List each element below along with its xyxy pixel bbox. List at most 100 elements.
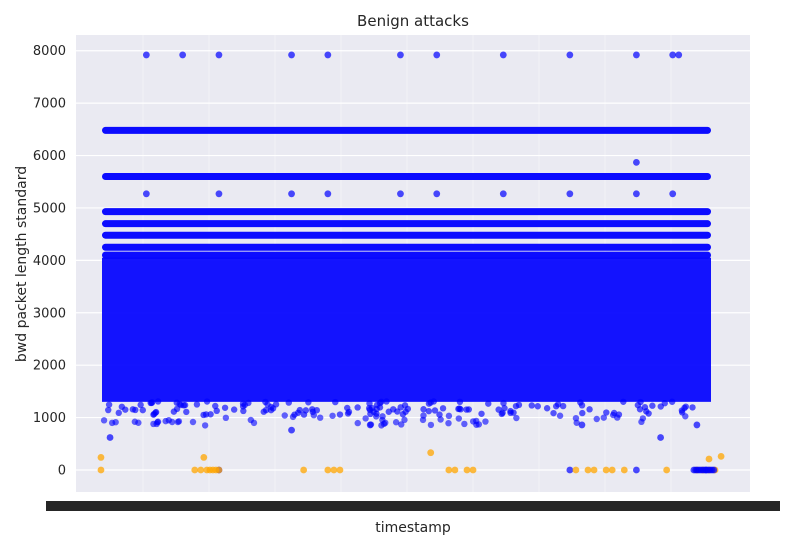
scatter-point	[222, 414, 230, 422]
scatter-point	[139, 406, 146, 414]
scatter-point	[115, 409, 122, 417]
scatter-point	[451, 466, 459, 474]
scatter-point	[586, 406, 593, 413]
scatter-point	[324, 190, 332, 198]
point-band	[102, 251, 711, 259]
scatter-point	[310, 411, 318, 419]
scatter-point	[657, 403, 664, 410]
scatter-point	[559, 402, 567, 410]
chart-title: Benign attacks	[357, 12, 469, 30]
scatter-point	[147, 399, 154, 407]
scatter-point	[288, 190, 295, 198]
point-band	[102, 173, 711, 181]
scatter-point	[445, 466, 453, 474]
scatter-point	[420, 406, 427, 413]
scatter-point	[300, 466, 308, 474]
scatter-point	[165, 417, 173, 424]
scatter-point	[262, 398, 269, 406]
scatter-point	[478, 410, 485, 417]
scatter-point	[289, 413, 297, 421]
scatter-point	[142, 51, 150, 59]
scatter-point	[682, 413, 689, 420]
scatter-point	[239, 403, 247, 410]
scatter-point	[485, 400, 492, 407]
scatter-point	[191, 466, 199, 474]
scatter-point	[633, 51, 640, 59]
scatter-point	[420, 412, 427, 419]
scatter-point	[620, 398, 627, 405]
scatter-point	[404, 405, 412, 413]
point-band	[102, 231, 711, 239]
scatter-points	[97, 51, 725, 474]
scatter-point	[240, 407, 247, 415]
scatter-point	[330, 466, 338, 474]
scatter-point	[401, 416, 408, 424]
dense-cloud	[102, 257, 711, 402]
scatter-point	[215, 190, 223, 198]
y-tick-label: 4000	[33, 254, 66, 269]
y-tick-label: 3000	[33, 306, 66, 321]
scatter-point	[675, 51, 683, 59]
point-band	[102, 126, 711, 134]
scatter-point	[590, 466, 598, 474]
scatter-point	[584, 466, 592, 474]
scatter-point	[336, 466, 344, 474]
scatter-point	[705, 455, 713, 463]
scatter-point	[639, 415, 647, 422]
scatter-point	[367, 410, 374, 418]
scatter-point	[285, 399, 292, 406]
scatter-point	[183, 408, 190, 416]
scatter-point	[427, 421, 435, 429]
scatter-point	[132, 406, 139, 414]
scatter-point	[362, 415, 369, 422]
scatter-point	[200, 411, 207, 419]
scatter-point	[267, 403, 275, 411]
scatter-point	[473, 417, 480, 425]
scatter-point	[207, 411, 214, 418]
horizontal-point-bands	[102, 126, 711, 259]
scatter-point	[445, 419, 452, 427]
scatter-point	[398, 421, 405, 428]
scatter-point	[230, 406, 238, 413]
scatter-point	[657, 434, 664, 441]
scatter-point	[566, 190, 574, 198]
scatter-point	[262, 406, 270, 414]
scatter-point	[142, 190, 150, 198]
scatter-point	[150, 420, 157, 428]
scatter-point	[620, 466, 628, 474]
y-tick-label: 6000	[33, 149, 66, 164]
scatter-point	[379, 413, 386, 420]
scatter-point	[445, 412, 453, 420]
scatter-point	[436, 411, 443, 418]
scatter-point	[668, 398, 676, 405]
scatter-point	[578, 421, 586, 429]
y-tick-label: 0	[58, 463, 66, 478]
scatter-point	[578, 402, 586, 409]
scatter-point	[637, 398, 644, 406]
scatter-point	[212, 402, 219, 410]
scatter-point	[633, 190, 640, 198]
y-tick-labels: 0 1000 2000 3000 4000 5000 6000 7000 8000	[33, 44, 66, 478]
scatter-point	[633, 466, 640, 474]
scatter-point	[100, 417, 108, 424]
scatter-point	[105, 401, 113, 408]
scatter-point	[392, 419, 400, 426]
y-tick-label: 5000	[33, 201, 66, 216]
scatter-point	[336, 411, 344, 418]
scatter-point	[324, 466, 332, 474]
scatter-point	[456, 405, 463, 412]
scatter-point	[394, 408, 401, 415]
scatter-point	[329, 412, 336, 419]
scatter-point	[433, 51, 441, 59]
scatter-point	[288, 51, 295, 59]
point-band	[102, 243, 711, 251]
scatter-point	[366, 421, 374, 429]
scatter-point	[633, 158, 640, 166]
scatter-point	[579, 409, 586, 417]
scatter-point	[515, 401, 523, 409]
scatter-point	[137, 401, 144, 409]
scatter-point	[372, 413, 380, 420]
scatter-point	[179, 51, 187, 59]
scatter-point	[645, 410, 652, 417]
scatter-point	[499, 51, 507, 59]
